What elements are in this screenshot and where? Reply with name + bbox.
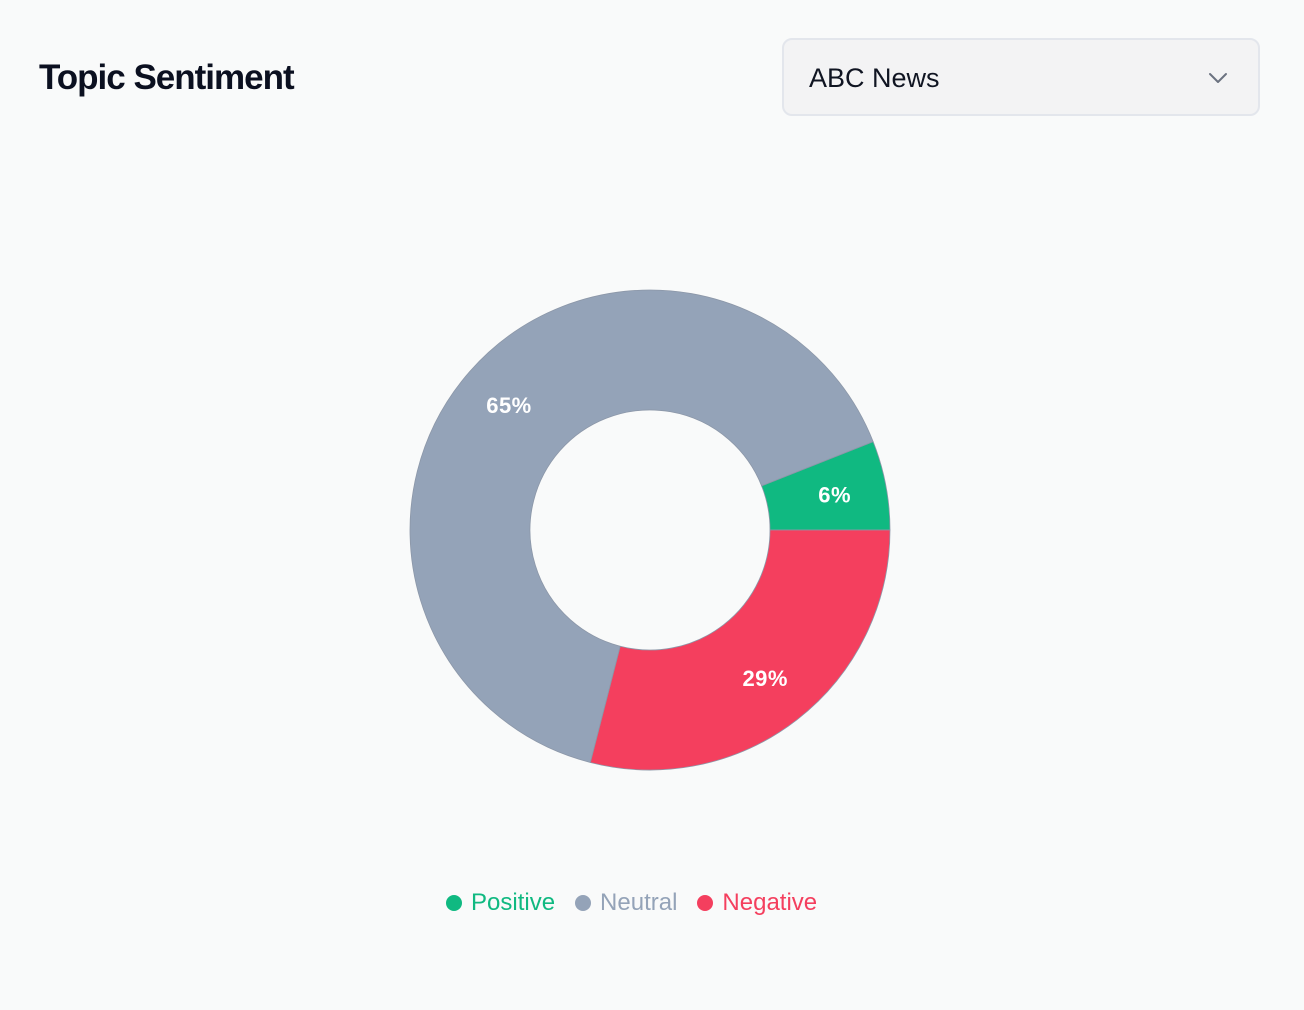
legend-dot-icon (446, 895, 462, 911)
legend-item-negative[interactable]: Negative (697, 886, 817, 920)
legend-item-positive[interactable]: Positive (446, 886, 555, 920)
legend-dot-icon (697, 895, 714, 911)
source-select-value: ABC News (809, 63, 940, 93)
legend-dot-icon (575, 895, 592, 911)
legend-label: Positive (471, 889, 556, 916)
source-select[interactable]: ABC News (782, 38, 1260, 116)
slice-label-neutral: 65% (486, 393, 532, 418)
page-title: Topic Sentiment (39, 58, 295, 97)
slice-neutral[interactable] (409, 289, 874, 763)
slice-label-negative: 29% (742, 666, 788, 691)
legend-label: Negative (722, 889, 818, 916)
slice-label-positive: 6% (818, 482, 851, 507)
chevron-down-icon (1209, 73, 1227, 83)
legend-label: Neutral (600, 889, 678, 916)
chart-legend: Positive Neutral Negative (446, 886, 817, 920)
slice-negative[interactable] (589, 529, 891, 771)
legend-item-neutral[interactable]: Neutral (575, 886, 677, 920)
